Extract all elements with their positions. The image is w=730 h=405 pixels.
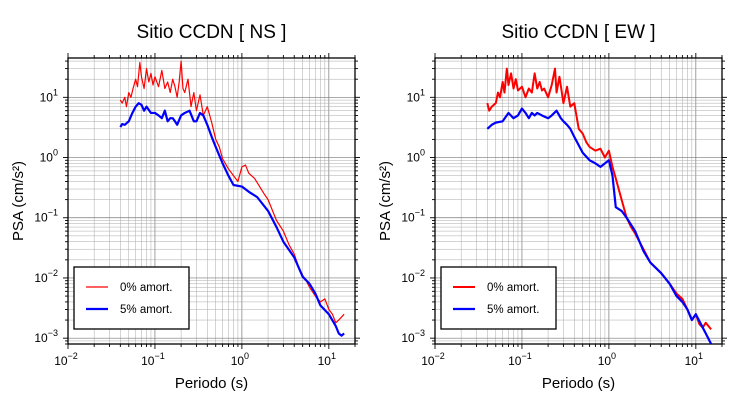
x-axis-label: Periodo (s) xyxy=(175,375,248,392)
x-tick-label: 100 xyxy=(598,351,616,368)
y-axis-label: PSA (cm/s²) xyxy=(10,161,27,241)
x-tick-label: 10−1 xyxy=(141,351,165,368)
y-tick-label: 10−3 xyxy=(34,328,58,345)
x-tick-label: 101 xyxy=(318,351,336,368)
legend-label: 0% amort. xyxy=(120,282,172,294)
legend: 0% amort. 5% amort. xyxy=(73,266,190,330)
y-tick-label: 101 xyxy=(407,87,425,104)
legend-box xyxy=(73,266,190,330)
plot-frame xyxy=(67,57,356,345)
series-line-amort-5 xyxy=(119,102,345,337)
y-tick-label: 101 xyxy=(40,87,58,104)
chart-panel-ns: 10−2 10−1 100 101 10−3 10−2 10−1 100 101 Sitio CC… xyxy=(10,22,360,392)
y-tick-label: 10−2 xyxy=(34,268,58,285)
x-tick-label: 10−2 xyxy=(421,351,445,368)
series-line-amort-5 xyxy=(486,107,713,344)
legend-box xyxy=(440,266,557,330)
y-tick-label: 10−2 xyxy=(401,268,425,285)
legend-label: 5% amort. xyxy=(120,304,172,316)
legend-label: 5% amort. xyxy=(487,304,539,316)
y-tick-label: 10−1 xyxy=(401,208,425,225)
x-tick-label: 101 xyxy=(685,351,703,368)
y-axis-label: PSA (cm/s²) xyxy=(377,161,394,241)
chart-title: Sitio CCDN [ NS ] xyxy=(137,22,287,43)
y-tick-label: 10−3 xyxy=(401,328,425,345)
legend: 0% amort. 5% amort. xyxy=(440,266,557,330)
legend-label: 0% amort. xyxy=(487,282,539,294)
y-tick-label: 100 xyxy=(40,148,58,165)
plot-frame xyxy=(434,57,723,345)
y-tick-label: 10−1 xyxy=(34,208,58,225)
y-tick-label: 100 xyxy=(407,148,425,165)
x-axis-label: Periodo (s) xyxy=(542,375,615,392)
x-tick-label: 100 xyxy=(231,351,249,368)
x-tick-label: 10−2 xyxy=(54,351,78,368)
chart-title: Sitio CCDN [ EW ] xyxy=(501,22,655,43)
x-tick-label: 10−1 xyxy=(508,351,532,368)
chart-panel-ew: 10−2 10−1 100 101 10−3 10−2 10−1 100 101 Sitio CC… xyxy=(377,22,727,392)
